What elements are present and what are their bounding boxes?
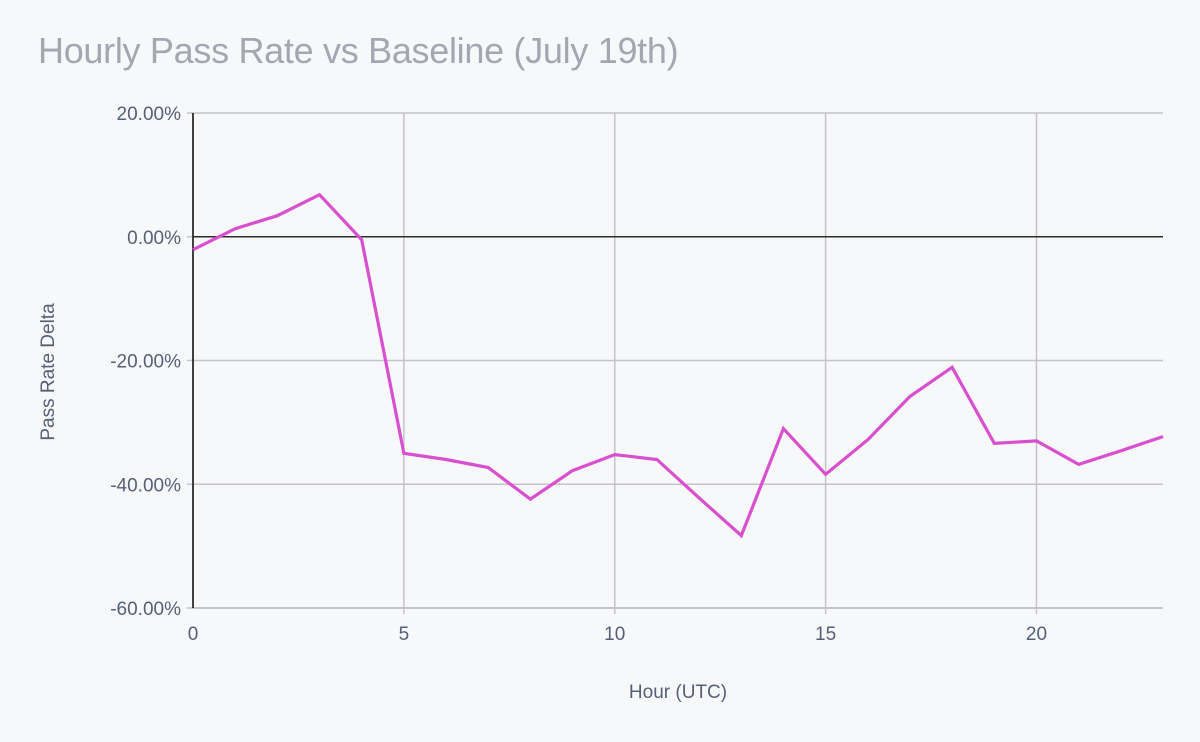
y-tick-label: -20.00%: [110, 352, 181, 373]
gridlines: [187, 112, 1163, 614]
y-axis-ticks: 20.00% 0.00% -20.00% -40.00% -60.00%: [110, 104, 181, 620]
y-tick-label: -40.00%: [110, 475, 181, 496]
y-tick-label: 20.00%: [117, 104, 182, 125]
y-tick-label: -60.00%: [110, 599, 181, 620]
x-tick-label: 10: [604, 624, 625, 645]
pass-rate-delta-line: [192, 192, 1164, 539]
x-tick-label: 0: [188, 624, 199, 645]
x-axis-title: Hour (UTC): [629, 682, 727, 703]
y-tick-label: 0.00%: [127, 228, 181, 249]
x-axis-ticks: 0 5 10 15 20: [188, 624, 1047, 645]
axes: [192, 113, 1163, 609]
y-axis-title: Pass Rate Delta: [38, 303, 59, 441]
x-tick-label: 15: [815, 624, 836, 645]
x-tick-label: 20: [1026, 624, 1047, 645]
x-tick-label: 5: [399, 624, 410, 645]
chart-title: Hourly Pass Rate vs Baseline (July 19th): [38, 30, 679, 71]
